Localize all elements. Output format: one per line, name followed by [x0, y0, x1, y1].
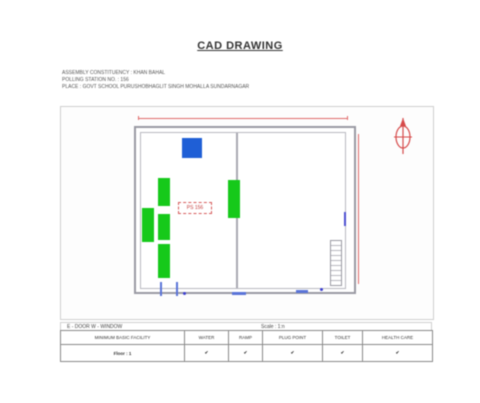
water-check-icon: ✔: [184, 344, 229, 362]
right-dimension-line: [358, 134, 359, 284]
plug-point-check-icon: ✔: [262, 344, 323, 362]
block-green-3: [158, 214, 170, 240]
header-health-care: HEALTH CARE: [362, 330, 433, 345]
header-plug-point: PLUG POINT: [262, 330, 323, 345]
facility-table: MINIMUM BASIC FACILITY WATER RAMP PLUG P…: [60, 330, 433, 362]
north-arrow-icon: [394, 118, 412, 154]
entry-arrow: [344, 212, 346, 226]
marker-dot: [183, 292, 186, 295]
header-ramp: RAMP: [228, 330, 263, 345]
legend-right: Scale : 1:n: [261, 324, 285, 330]
block-green-5: [228, 180, 240, 218]
block-blue-top: [182, 138, 202, 158]
block-green-2: [142, 208, 154, 242]
toilet-check-icon: ✔: [322, 344, 363, 362]
door-marker: [232, 292, 246, 295]
header-water: WATER: [184, 330, 229, 345]
door-marker: [296, 290, 308, 293]
top-dimension-line: [138, 118, 348, 119]
marker-dot: [320, 288, 323, 291]
facility-header-row: MINIMUM BASIC FACILITY WATER RAMP PLUG P…: [60, 330, 433, 345]
ramp-check-icon: ✔: [228, 344, 263, 362]
header-minimum-basic-facility: MINIMUM BASIC FACILITY: [60, 330, 185, 345]
entrance-gate: [160, 282, 178, 296]
polling-room-label: PS 156: [178, 202, 212, 214]
header-toilet: TOILET: [322, 330, 363, 345]
block-green-4: [158, 244, 170, 278]
header-line-place: PLACE : GOVT SCHOOL PURUSHOBHAGLIT SINGH…: [62, 84, 250, 90]
floor-label: Floor : 1: [60, 344, 185, 362]
staircase: [330, 240, 342, 286]
header-line-polling-station: POLLING STATION NO. : 156: [62, 77, 129, 83]
legend-row: E - DOOR W - WINDOW Scale : 1:n: [60, 322, 432, 331]
building-outer-wall: [134, 126, 356, 294]
dimension-tick: [347, 116, 348, 120]
block-green-1: [158, 178, 170, 206]
facility-value-row: Floor : 1 ✔ ✔ ✔ ✔ ✔: [60, 344, 433, 362]
drawing-title: CAD DRAWING: [197, 40, 283, 52]
health-care-check-icon: ✔: [362, 344, 433, 362]
legend-left: E - DOOR W - WINDOW: [67, 324, 123, 330]
dimension-tick: [138, 116, 139, 120]
header-line-constituency: ASSEMBLY CONSTITUENCY : KHAN BAHAL: [62, 70, 166, 76]
building-inner-wall: [140, 132, 346, 289]
